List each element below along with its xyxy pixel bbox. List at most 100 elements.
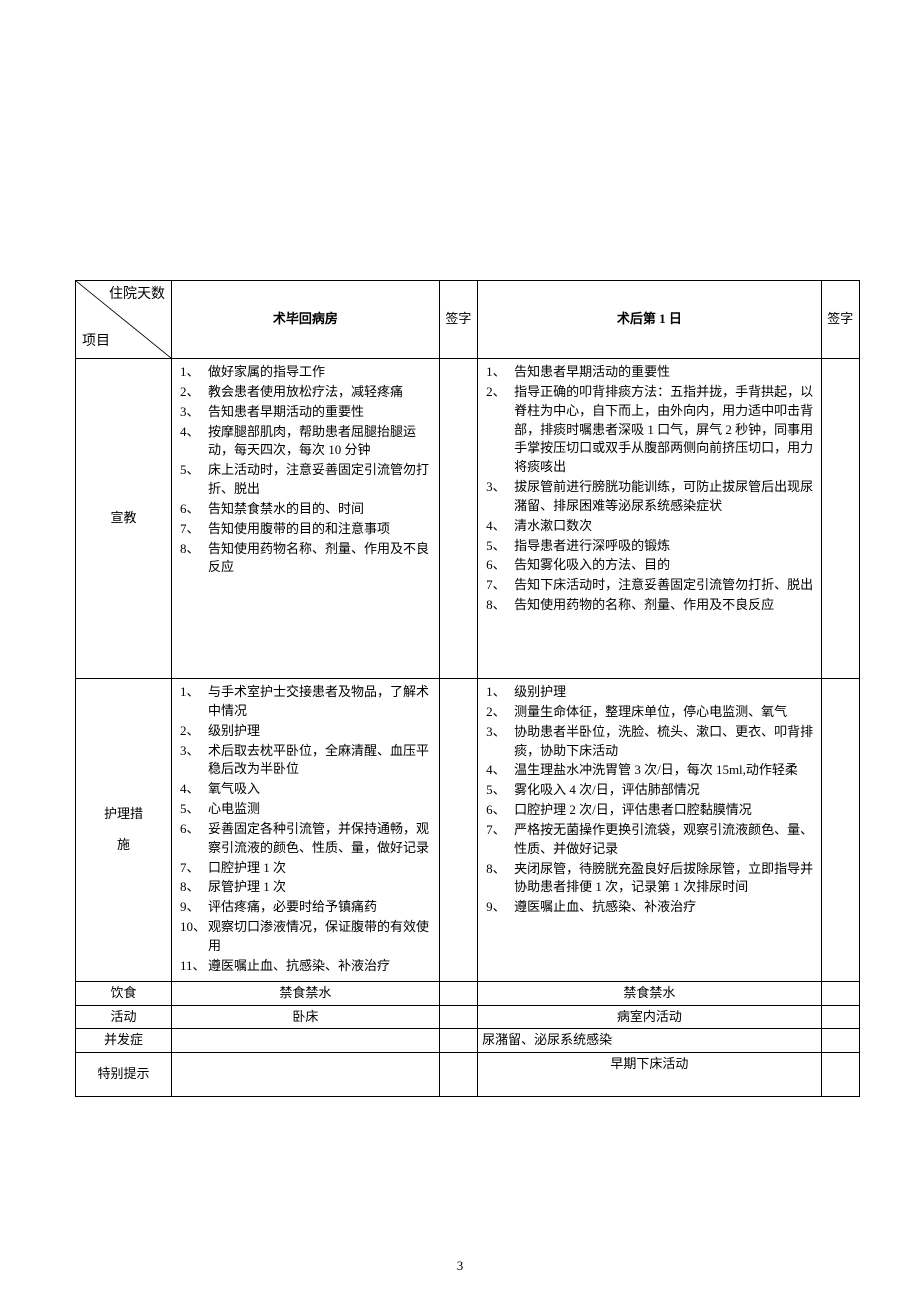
- list-text: 做好家属的指导工作: [208, 364, 325, 379]
- list-number: 1、: [180, 363, 200, 382]
- header-day-b: 术后第 1 日: [478, 281, 822, 359]
- list-number: 7、: [180, 520, 200, 539]
- row-nursing-care: 护理措 施 1、与手术室护士交接患者及物品，了解术中情况2、级别护理3、术后取去…: [76, 679, 860, 982]
- label-education: 宣教: [76, 359, 172, 679]
- list-number: 2、: [486, 703, 506, 722]
- list-number: 2、: [486, 383, 506, 402]
- list-number: 4、: [180, 423, 200, 442]
- list-number: 5、: [486, 537, 506, 556]
- care-day-a: 1、与手术室护士交接患者及物品，了解术中情况2、级别护理3、术后取去枕平卧位，全…: [171, 679, 439, 982]
- list-number: 2、: [180, 722, 200, 741]
- list-item: 7、口腔护理 1 次: [180, 859, 433, 878]
- list-number: 9、: [486, 898, 506, 917]
- list-text: 告知使用药物名称、剂量、作用及不良反应: [208, 541, 429, 575]
- list-number: 10、: [180, 918, 206, 937]
- care-sign-a[interactable]: [439, 679, 477, 982]
- list-number: 8、: [486, 596, 506, 615]
- edu-sign-b[interactable]: [821, 359, 859, 679]
- special-sign-b[interactable]: [821, 1053, 859, 1097]
- edu-sign-a[interactable]: [439, 359, 477, 679]
- edu-day-a: 1、做好家属的指导工作2、教会患者使用放松疗法，减轻疼痛3、告知患者早期活动的重…: [171, 359, 439, 679]
- list-text: 指导正确的叩背排痰方法：五指并拢，手背拱起，以脊柱为中心，自下而上，由外向内，用…: [514, 384, 813, 474]
- complication-sign-a[interactable]: [439, 1029, 477, 1053]
- special-sign-a[interactable]: [439, 1053, 477, 1097]
- list-number: 3、: [486, 723, 506, 742]
- list-text: 评估疼痛，必要时给予镇痛药: [208, 899, 377, 914]
- list-number: 8、: [486, 860, 506, 879]
- list-text: 术后取去枕平卧位，全麻清醒、血压平稳后改为半卧位: [208, 743, 429, 777]
- activity-sign-a[interactable]: [439, 1005, 477, 1029]
- list-number: 3、: [486, 478, 506, 497]
- list-text: 严格按无菌操作更换引流袋，观察引流液颜色、量、性质、并做好记录: [514, 822, 813, 856]
- list-item: 3、告知患者早期活动的重要性: [180, 403, 433, 422]
- list-number: 4、: [180, 780, 200, 799]
- list-number: 6、: [180, 820, 200, 839]
- list-text: 遵医嘱止血、抗感染、补液治疗: [208, 958, 390, 973]
- list-item: 5、指导患者进行深呼吸的锻炼: [486, 537, 815, 556]
- diet-sign-b[interactable]: [821, 981, 859, 1005]
- header-item-label: 项目: [82, 332, 110, 352]
- list-text: 口腔护理 2 次/日，评估患者口腔黏膜情况: [514, 802, 752, 817]
- list-text: 与手术室护士交接患者及物品，了解术中情况: [208, 684, 429, 718]
- list-item: 5、心电监测: [180, 800, 433, 819]
- list-text: 告知患者早期活动的重要性: [208, 404, 364, 419]
- list-text: 告知禁食禁水的目的、时间: [208, 501, 364, 516]
- list-text: 口腔护理 1 次: [208, 860, 286, 875]
- list-item: 9、遵医嘱止血、抗感染、补液治疗: [486, 898, 815, 917]
- list-number: 6、: [180, 500, 200, 519]
- list-text: 告知雾化吸入的方法、目的: [514, 557, 670, 572]
- care-day-b: 1、级别护理2、测量生命体征，整理床单位，停心电监测、氧气 3、协助患者半卧位，洗…: [478, 679, 822, 982]
- edu-list-a: 1、做好家属的指导工作2、教会患者使用放松疗法，减轻疼痛3、告知患者早期活动的重…: [178, 363, 433, 577]
- list-text: 妥善固定各种引流管，并保持通畅，观察引流液的颜色、性质、量，做好记录: [208, 821, 429, 855]
- list-number: 4、: [486, 761, 506, 780]
- list-item: 1、与手术室护士交接患者及物品，了解术中情况: [180, 683, 433, 721]
- list-item: 6、妥善固定各种引流管，并保持通畅，观察引流液的颜色、性质、量，做好记录: [180, 820, 433, 858]
- list-number: 8、: [180, 878, 200, 897]
- list-text: 测量生命体征，整理床单位，停心电监测、氧气: [514, 704, 787, 719]
- list-text: 教会患者使用放松疗法，减轻疼痛: [208, 384, 403, 399]
- list-item: 7、告知使用腹带的目的和注意事项: [180, 520, 433, 539]
- list-number: 3、: [180, 742, 200, 761]
- row-diet: 饮食 禁食禁水 禁食禁水: [76, 981, 860, 1005]
- list-number: 4、: [486, 517, 506, 536]
- row-complication: 并发症 尿潴留、泌尿系统感染: [76, 1029, 860, 1053]
- list-number: 5、: [486, 781, 506, 800]
- list-item: 1、做好家属的指导工作: [180, 363, 433, 382]
- edu-list-b: 1、告知患者早期活动的重要性2、指导正确的叩背排痰方法：五指并拢，手背拱起，以脊…: [484, 363, 815, 615]
- list-item: 6、口腔护理 2 次/日，评估患者口腔黏膜情况: [486, 801, 815, 820]
- label-complication: 并发症: [76, 1029, 172, 1053]
- list-number: 11、: [180, 957, 206, 976]
- complication-b: 尿潴留、泌尿系统感染: [478, 1029, 822, 1053]
- list-text: 雾化吸入 4 次/日，评估肺部情况: [514, 782, 700, 797]
- page-number: 3: [0, 1258, 920, 1274]
- list-number: 1、: [180, 683, 200, 702]
- label-activity: 活动: [76, 1005, 172, 1029]
- list-number: 1、: [486, 683, 506, 702]
- list-item: 4、按摩腿部肌肉，帮助患者屈腿抬腿运动，每天四次，每次 10 分钟: [180, 423, 433, 461]
- list-text: 协助患者半卧位，洗脸、梳头、漱口、更衣、叩背排痰，协助下床活动: [514, 724, 813, 758]
- list-text: 清水漱口数次: [514, 518, 592, 533]
- sign-label-a: 签字: [445, 311, 471, 326]
- list-text: 夹闭尿管，待膀胱充盈良好后拔除尿管，立即指导并协助患者排便 1 次，记录第 1 …: [514, 861, 813, 895]
- list-text: 氧气吸入: [208, 781, 260, 796]
- list-number: 5、: [180, 800, 200, 819]
- list-item: 2、指导正确的叩背排痰方法：五指并拢，手背拱起，以脊柱为中心，自下而上，由外向内…: [486, 383, 815, 477]
- activity-sign-b[interactable]: [821, 1005, 859, 1029]
- label-nursing-care: 护理措 施: [76, 679, 172, 982]
- list-text: 指导患者进行深呼吸的锻炼: [514, 538, 670, 553]
- list-item: 6、告知禁食禁水的目的、时间: [180, 500, 433, 519]
- list-text: 尿管护理 1 次: [208, 879, 286, 894]
- row-activity: 活动 卧床 病室内活动: [76, 1005, 860, 1029]
- complication-sign-b[interactable]: [821, 1029, 859, 1053]
- label-care-line1: 护理措: [82, 805, 165, 824]
- list-text: 心电监测: [208, 801, 260, 816]
- list-item: 1、级别护理: [486, 683, 815, 702]
- page-container: 住院天数 项目 术毕回病房 签字 术后第 1 日 签字 宣教 1、做好家属的指导…: [0, 0, 920, 1302]
- diet-sign-a[interactable]: [439, 981, 477, 1005]
- list-number: 3、: [180, 403, 200, 422]
- list-item: 4、温生理盐水冲洗胃管 3 次/日，每次 15ml,动作轻柔: [486, 761, 815, 780]
- label-special: 特别提示: [76, 1053, 172, 1097]
- special-b: 早期下床活动: [478, 1053, 822, 1097]
- care-sign-b[interactable]: [821, 679, 859, 982]
- list-item: 3、术后取去枕平卧位，全麻清醒、血压平稳后改为半卧位: [180, 742, 433, 780]
